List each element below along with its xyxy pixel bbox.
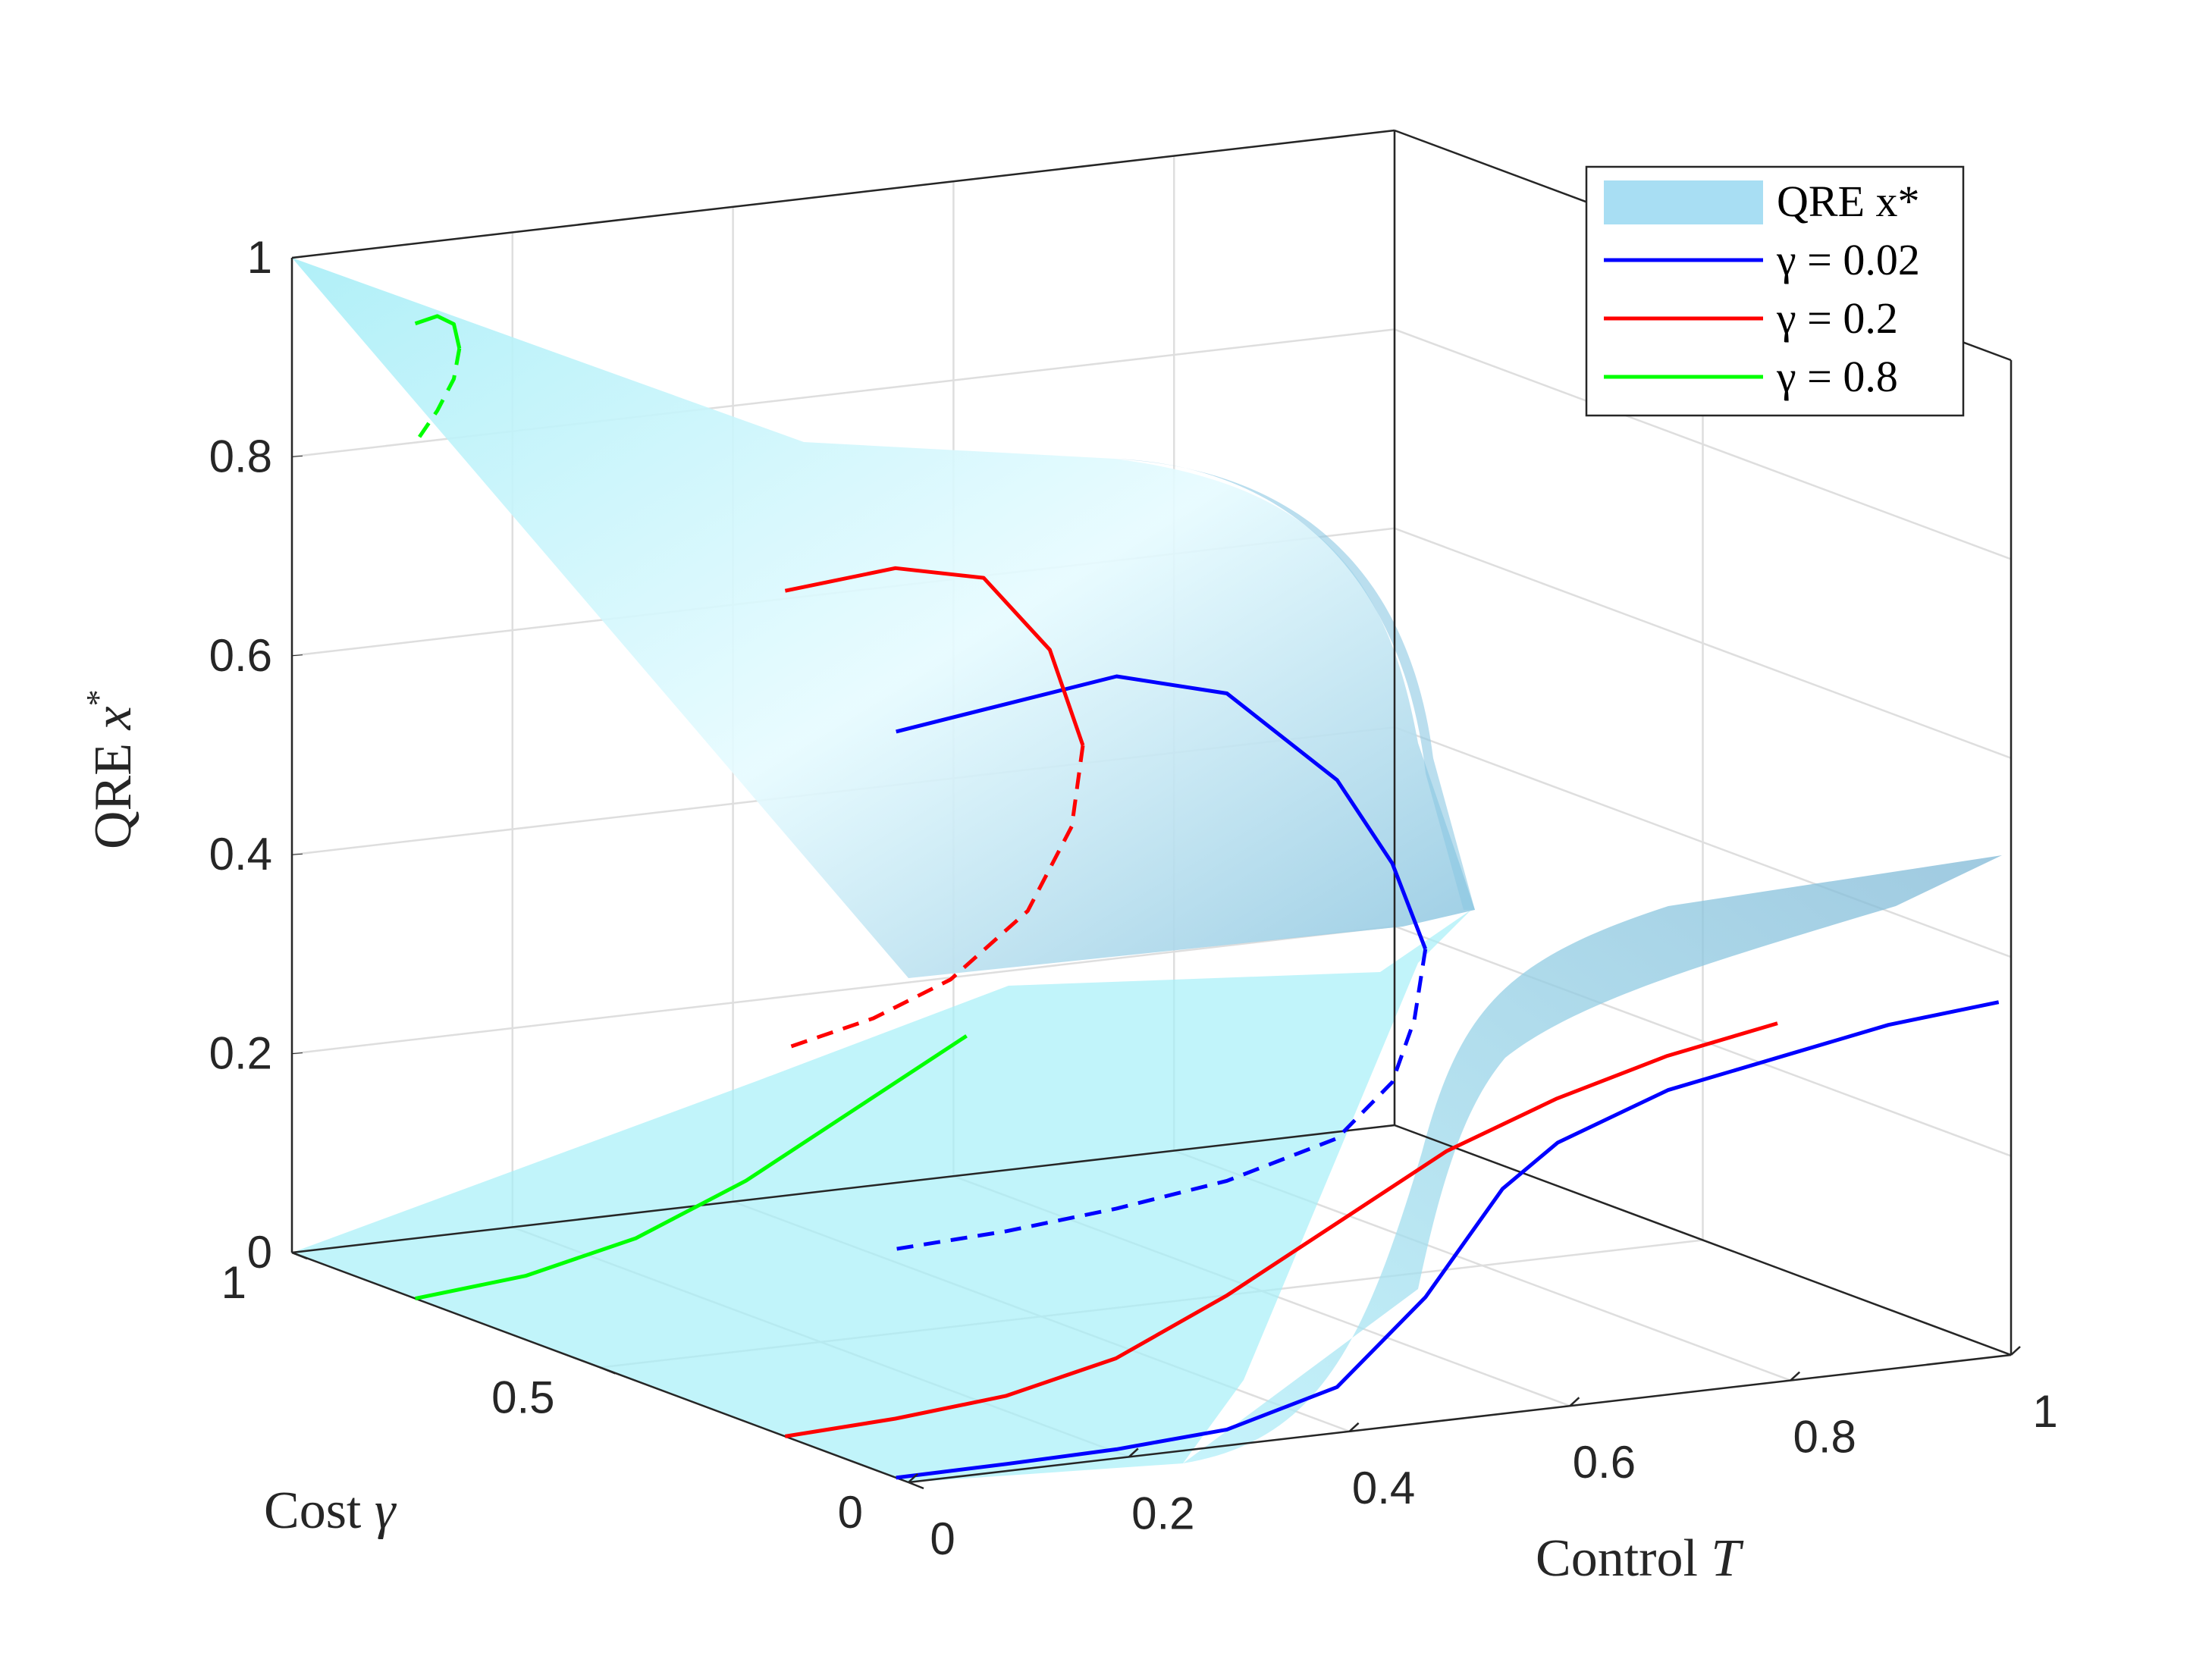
gamma-curves bbox=[413, 314, 2000, 1480]
legend-label-green: γ = 0.8 bbox=[1776, 352, 1898, 401]
y-tick-label: 0.5 bbox=[491, 1372, 554, 1423]
z-tick-label: 0 bbox=[247, 1227, 272, 1278]
y-tick-mark bbox=[291, 1251, 308, 1260]
surface-lower-sheet bbox=[292, 910, 1471, 1482]
legend-label-blue: γ = 0.02 bbox=[1776, 235, 1920, 284]
x-tick-label: 1 bbox=[2032, 1386, 2057, 1437]
curve-stable-lower-series-0 bbox=[896, 1000, 2000, 1480]
x-axis-label: Control T bbox=[1536, 1529, 1744, 1588]
x-tick-label: 0.4 bbox=[1352, 1463, 1415, 1513]
grid-line-z bbox=[291, 925, 1395, 1055]
z-tick-mark bbox=[291, 256, 303, 259]
z-tick-mark bbox=[291, 853, 303, 855]
z-tick-label: 0.6 bbox=[209, 630, 272, 681]
surface-sigmoid-wall bbox=[1183, 855, 2002, 1463]
x-tick-label: 0.8 bbox=[1793, 1412, 1856, 1463]
z-tick-label: 0.2 bbox=[209, 1028, 272, 1079]
surface-upper-sheet bbox=[292, 258, 1475, 978]
y-tick-label: 1 bbox=[221, 1257, 246, 1308]
box-edge bbox=[908, 1353, 2012, 1484]
z-tick-mark bbox=[291, 1052, 303, 1055]
qre-surface bbox=[292, 258, 2002, 1482]
curve-stable-upper-series-0 bbox=[896, 674, 1428, 950]
curve-stable-lower-series-1 bbox=[785, 1021, 1778, 1438]
curve-stable-upper-series-1 bbox=[784, 566, 1085, 746]
y-tick-label: 0 bbox=[838, 1487, 863, 1538]
y-tick-mark bbox=[908, 1481, 924, 1490]
curve-unstable-series-0 bbox=[896, 949, 1428, 1251]
x-tick-label: 0.2 bbox=[1131, 1488, 1194, 1538]
x-tick-mark bbox=[1128, 1447, 1139, 1458]
legend-label-surface: QRE x* bbox=[1777, 177, 1920, 226]
curve-stable-lower-series-2 bbox=[415, 1034, 968, 1301]
legend-label-red: γ = 0.2 bbox=[1776, 293, 1898, 343]
box-edge bbox=[291, 1124, 1395, 1254]
x-tick-label: 0.6 bbox=[1573, 1437, 1636, 1488]
x-tick-mark bbox=[1569, 1397, 1580, 1407]
x-tick-mark bbox=[908, 1473, 918, 1483]
curve-stable-upper-series-2 bbox=[414, 314, 462, 350]
axes-box bbox=[290, 129, 2013, 1484]
z-tick-mark bbox=[291, 654, 303, 657]
curve-unstable-series-2 bbox=[413, 348, 462, 444]
box-edge bbox=[1394, 1124, 2012, 1356]
x-tick-label: 0 bbox=[930, 1513, 955, 1564]
z-tick-label: 1 bbox=[247, 232, 272, 283]
y-tick-mark bbox=[600, 1366, 616, 1375]
z-axis-label: QRE x* bbox=[80, 689, 143, 849]
x-tick-mark bbox=[1348, 1422, 1360, 1432]
x-tick-mark bbox=[1790, 1371, 1801, 1381]
y-axis-label: Cost γ bbox=[264, 1482, 397, 1540]
z-tick-label: 0.4 bbox=[209, 829, 272, 880]
x-tick-mark bbox=[2010, 1346, 2021, 1356]
legend-swatch-surface bbox=[1604, 180, 1763, 224]
z-tick-label: 0.8 bbox=[209, 431, 272, 481]
legend: QRE x* γ = 0.02 γ = 0.2 γ = 0.8 bbox=[1585, 165, 1965, 417]
box-edge bbox=[291, 129, 1395, 259]
curve-unstable-series-1 bbox=[784, 745, 1085, 1051]
